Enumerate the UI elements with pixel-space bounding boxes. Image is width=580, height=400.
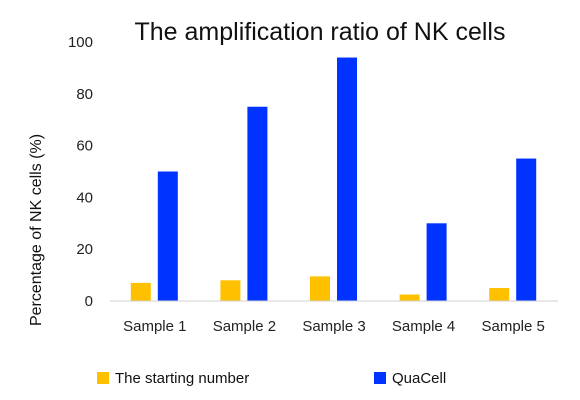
bar-starting-number-1 bbox=[130, 282, 151, 301]
bar-starting-number-5 bbox=[489, 288, 510, 301]
bar-starting-number-2 bbox=[220, 280, 241, 301]
bar-quacell-1 bbox=[157, 171, 178, 301]
x-tick-label: Sample 1 bbox=[123, 318, 186, 335]
y-tick-label: 60 bbox=[76, 138, 93, 155]
legend: The starting number QuaCell bbox=[97, 370, 446, 387]
x-tick-label: Sample 5 bbox=[482, 318, 545, 335]
chart-title: The amplification ratio of NK cells bbox=[135, 18, 506, 46]
bar-starting-number-4 bbox=[399, 294, 420, 301]
bar-quacell-2 bbox=[247, 106, 268, 301]
y-tick-label: 100 bbox=[68, 34, 93, 51]
x-tick-label: Sample 2 bbox=[213, 318, 276, 335]
bars bbox=[130, 57, 537, 301]
x-axis-ticks: Sample 1 Sample 2 Sample 3 Sample 4 Sample 5 bbox=[123, 318, 545, 335]
bar-starting-number-3 bbox=[310, 276, 330, 301]
bar-quacell-3 bbox=[337, 57, 357, 301]
legend-label: QuaCell bbox=[392, 370, 446, 387]
legend-label: The starting number bbox=[115, 370, 249, 387]
bar-quacell-4 bbox=[426, 223, 447, 301]
y-tick-label: 80 bbox=[76, 86, 93, 103]
y-axis-label: Percentage of NK cells (%) bbox=[28, 134, 45, 326]
bar-quacell-5 bbox=[516, 158, 537, 301]
x-tick-label: Sample 4 bbox=[392, 318, 455, 335]
y-axis-ticks: 0 20 40 60 80 100 bbox=[68, 34, 93, 310]
y-tick-label: 40 bbox=[76, 189, 93, 206]
x-tick-label: Sample 3 bbox=[302, 318, 365, 335]
legend-swatch bbox=[374, 372, 386, 384]
y-tick-label: 0 bbox=[85, 293, 93, 310]
legend-swatch bbox=[97, 372, 109, 384]
y-tick-label: 20 bbox=[76, 241, 93, 258]
